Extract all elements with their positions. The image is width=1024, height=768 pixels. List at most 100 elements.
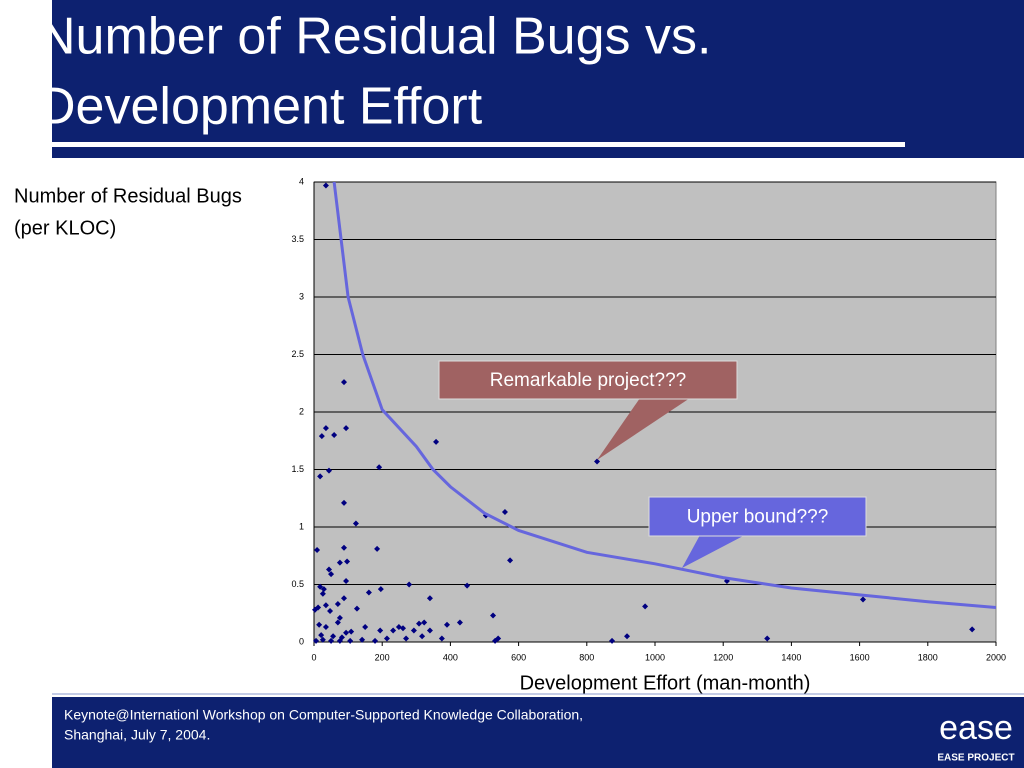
point [492,637,499,644]
plot: 0 0.5 1 1.5 2 2.5 3 3.5 4 0 200 400 600 800 1000 1200 14… [291,176,1006,662]
footer-text: Keynote@Internationl Workshop on Compute… [64,707,583,723]
point [421,619,428,626]
x-tick-label: 0 [311,652,316,662]
x-axis-label: Development Effort (man-month) [520,672,811,694]
point [410,627,417,634]
point [426,627,433,634]
point [390,627,397,634]
point [438,635,445,642]
y-tick-label: 0.5 [291,579,304,589]
point [322,602,329,609]
point [322,425,329,432]
point [336,637,343,644]
callout-text: Remarkable project??? [490,370,686,391]
x-tick-label: 1400 [781,652,801,662]
point [320,586,327,593]
title-underline [52,142,905,147]
point [377,586,384,593]
footer-band [52,697,1024,768]
title-line: Development Effort [38,78,483,136]
x-tick-label: 200 [375,652,390,662]
point [334,601,341,608]
point [327,607,334,614]
point [336,559,343,566]
point [341,595,348,602]
point [341,379,348,386]
point [377,627,384,634]
point [331,432,338,438]
point [348,628,355,635]
y-axis-label: (per KLOC) [14,217,116,239]
point [318,433,325,440]
point [624,633,631,640]
header-band [52,0,1024,158]
point [609,637,616,644]
point [334,619,341,626]
point [426,595,433,602]
point [764,635,771,642]
point [314,547,321,553]
point [353,605,360,612]
callout-box [648,496,867,537]
point [347,637,354,644]
point [362,624,369,631]
point [374,545,381,552]
y-axis-label: Number of Residual Bugs [14,185,242,207]
point [319,636,326,643]
point [343,425,350,432]
point [344,558,351,565]
point [336,614,343,621]
point [341,544,348,551]
point [419,633,426,640]
x-tick-label: 2000 [986,652,1006,662]
title-line: Number of Residual Bugs vs. [38,8,711,66]
y-tick-label: 1 [299,521,304,531]
point [372,637,379,644]
point [383,635,390,642]
point [359,636,366,643]
point [365,589,372,596]
x-tick-label: 600 [511,652,526,662]
point [328,637,335,644]
x-tick-label: 800 [579,652,594,662]
callout-pointer [682,535,745,568]
point [341,499,348,506]
point [322,624,329,631]
point [443,621,450,628]
point [406,581,413,588]
callout-pointer [597,398,690,460]
point [400,625,407,632]
y-tick-label: 1.5 [291,464,304,474]
point [642,603,649,610]
point [317,473,324,480]
callout-box [438,360,738,400]
point [322,182,329,189]
point [312,606,319,613]
x-tick-label: 1200 [713,652,733,662]
point [326,566,333,573]
point [317,583,324,590]
x-tick-label: 400 [443,652,458,662]
point [376,464,383,471]
y-tick-label: 2.5 [291,349,304,359]
logo-subtitle: EASE PROJECT [937,753,1014,764]
point [343,629,350,636]
y-tick-label: 3.5 [291,234,304,244]
point [416,620,423,627]
logo: ease [939,709,1013,747]
x-tick-label: 1800 [918,652,938,662]
point [318,632,325,639]
point [343,578,350,585]
point [507,557,514,564]
point [969,626,976,633]
callout-text: Upper bound??? [687,507,829,528]
point [316,621,323,628]
point [464,582,471,589]
point [594,458,601,465]
y-tick-label: 4 [299,176,304,186]
bound-curve [332,182,996,609]
x-tick-label: 1600 [850,652,870,662]
point [352,520,359,527]
y-tick-label: 0 [299,636,304,646]
